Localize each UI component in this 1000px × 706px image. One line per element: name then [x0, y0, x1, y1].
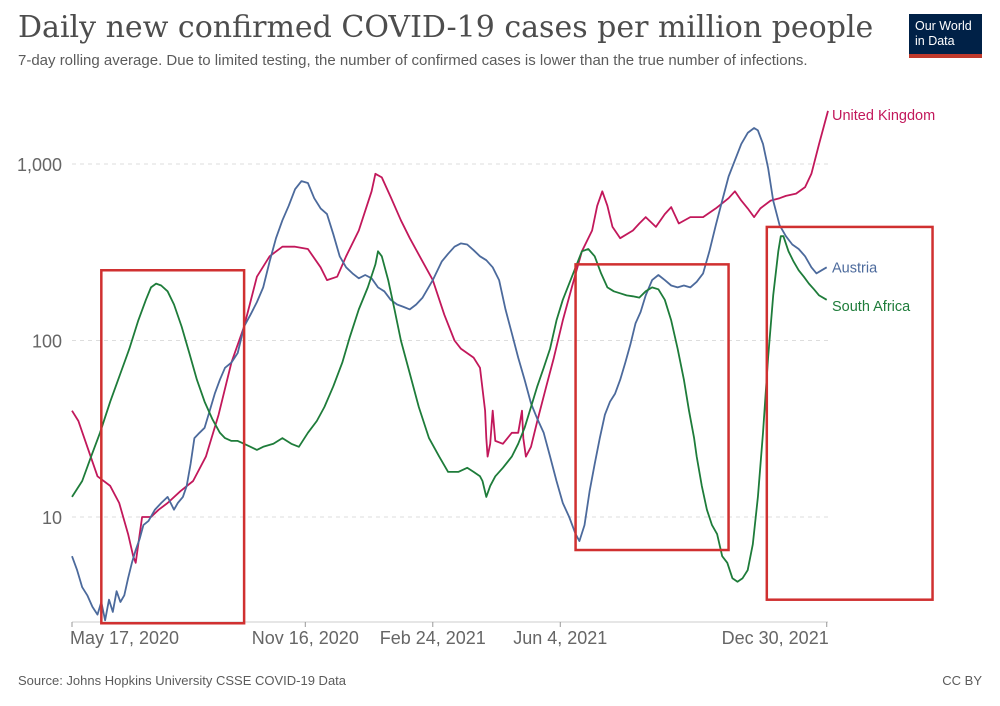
- x-tick-label: May 17, 2020: [70, 628, 179, 648]
- highlight-box: [100, 269, 246, 625]
- chart-title: Daily new confirmed COVID-19 cases per m…: [18, 10, 874, 45]
- grid-layer: 10 100 1,000 May 17, 2020 Nov 16, 2020 Feb 24…: [17, 155, 829, 648]
- x-tick-label: Jun 4, 2021: [513, 628, 607, 648]
- logo-line-2: in Data: [915, 34, 955, 48]
- logo-line-1: Our World: [915, 19, 972, 33]
- y-tick-label: 1,000: [17, 155, 62, 175]
- series-line-united-kingdom[interactable]: [71, 110, 829, 564]
- series-line-austria[interactable]: [71, 127, 828, 622]
- series-label[interactable]: Austria: [832, 260, 878, 276]
- highlight-box: [765, 225, 934, 601]
- highlight-box-layer: [100, 225, 934, 625]
- series-label[interactable]: South Africa: [832, 299, 911, 315]
- y-tick-label: 100: [32, 332, 62, 352]
- series-label[interactable]: United Kingdom: [832, 108, 935, 124]
- series-layer: [71, 110, 829, 622]
- label-layer: United Kingdom Austria South Africa: [832, 108, 935, 315]
- license-note[interactable]: CC BY: [942, 673, 982, 688]
- series-line-south-africa[interactable]: [71, 235, 828, 583]
- y-tick-label: 10: [42, 508, 62, 528]
- owid-logo[interactable]: Our World in Data: [909, 14, 982, 58]
- highlight-box: [574, 263, 730, 552]
- x-tick-label: Dec 30, 2021: [722, 628, 829, 648]
- x-tick-label: Nov 16, 2020: [252, 628, 359, 648]
- chart-subtitle: 7-day rolling average. Due to limited te…: [18, 52, 808, 69]
- x-tick-label: Feb 24, 2021: [380, 628, 486, 648]
- source-note[interactable]: Source: Johns Hopkins University CSSE CO…: [18, 673, 347, 688]
